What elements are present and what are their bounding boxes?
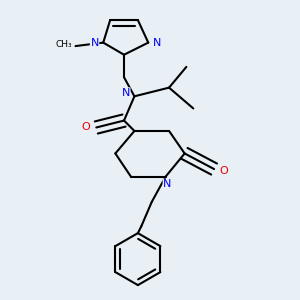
Text: N: N (122, 88, 130, 98)
Text: O: O (82, 122, 90, 133)
Text: N: N (153, 38, 161, 48)
Text: CH₃: CH₃ (55, 40, 72, 49)
Text: N: N (163, 179, 172, 189)
Text: O: O (219, 166, 228, 176)
Text: N: N (90, 38, 99, 48)
